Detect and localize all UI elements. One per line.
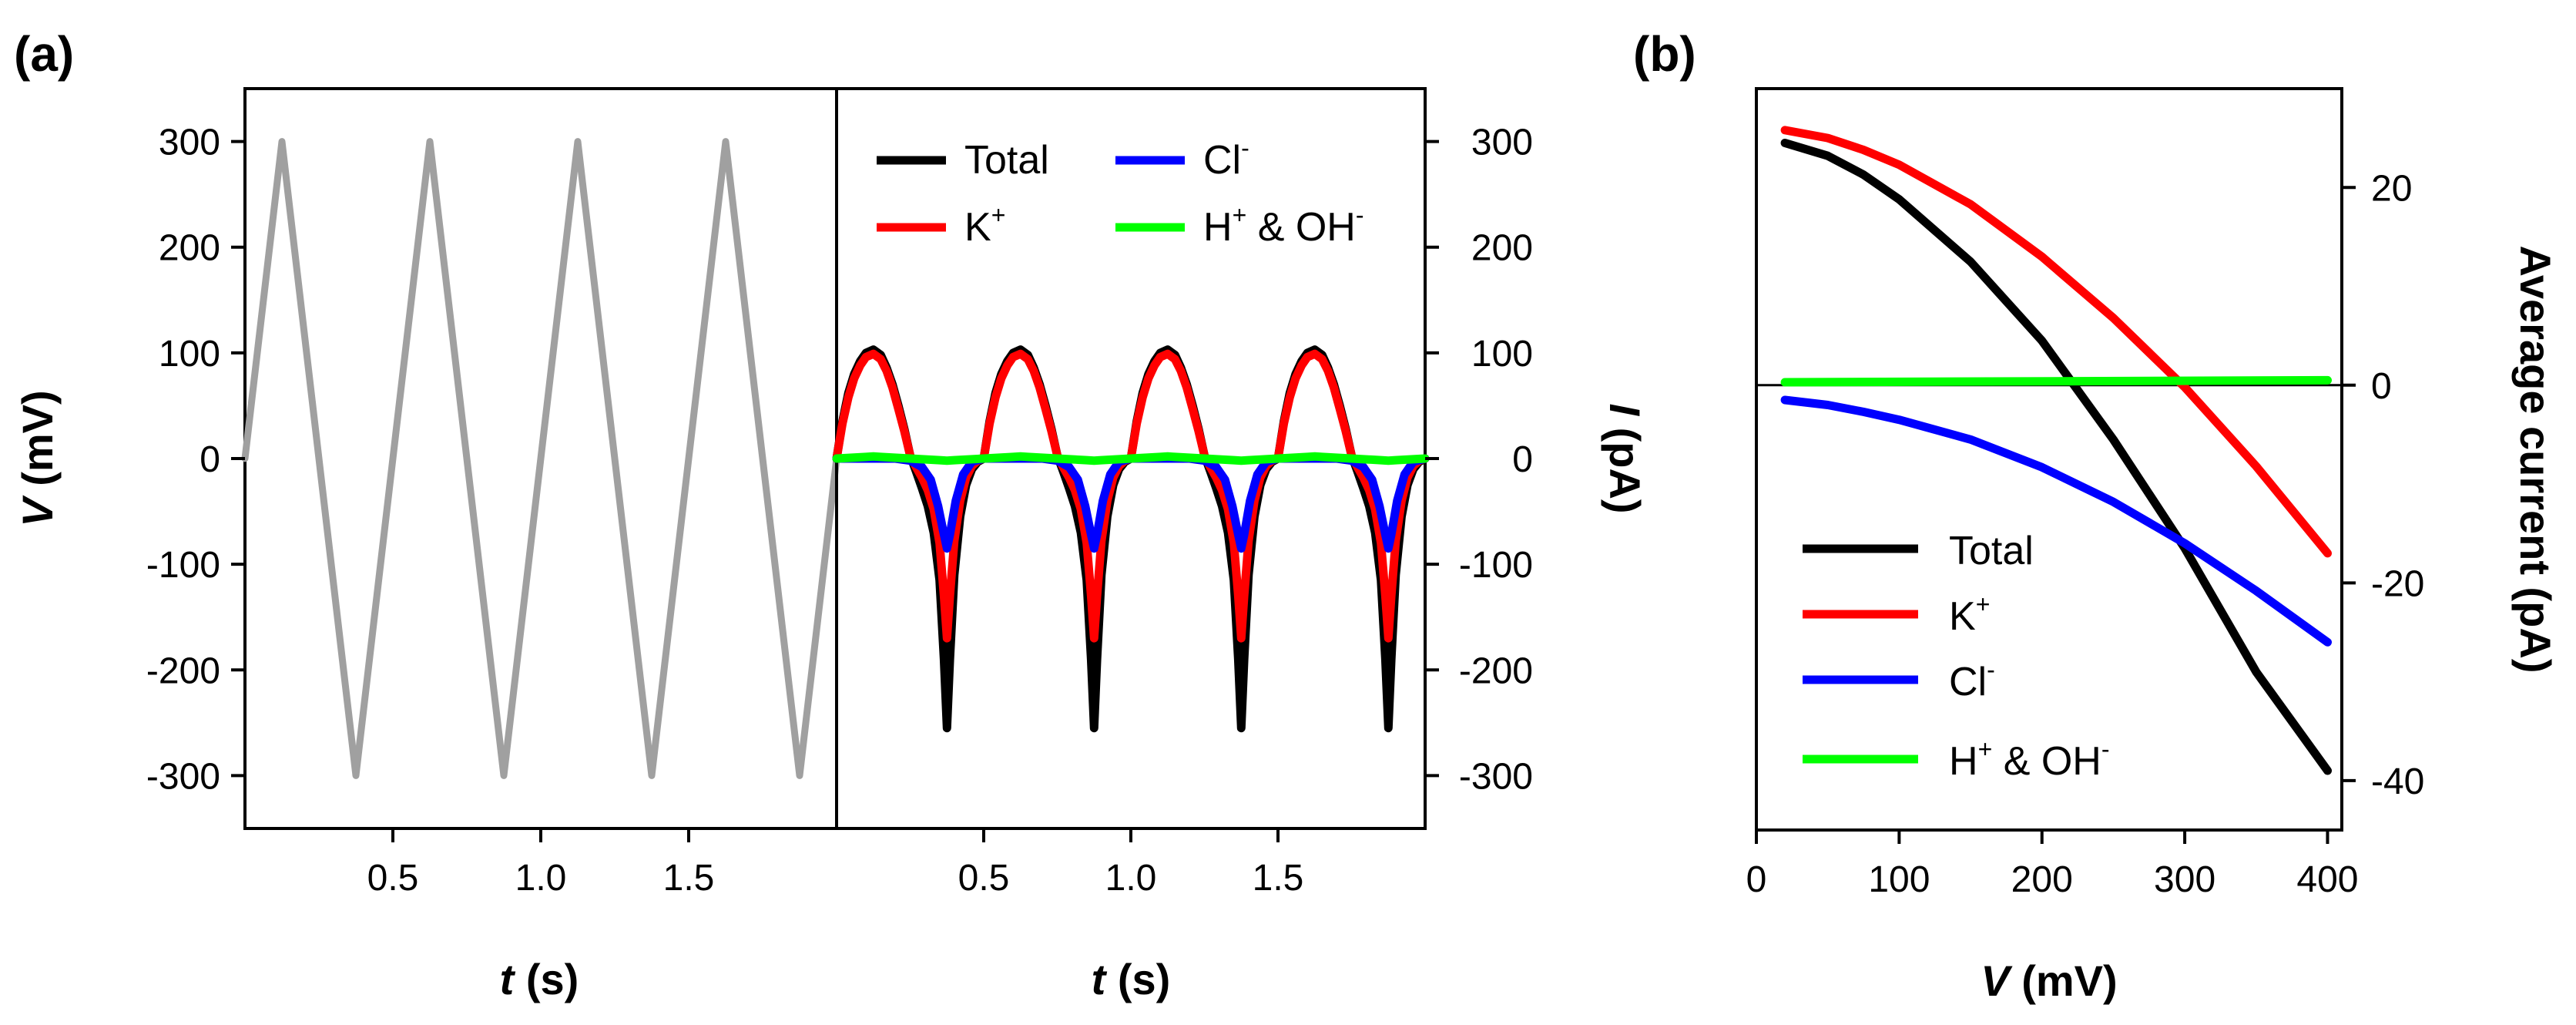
- panel-a-current-plot: 300 200 100 0 -100 -200 -300 0.5 1.0 1.5 t (s) I…: [832, 87, 1649, 1003]
- y-tick-label: 0: [1512, 439, 1533, 480]
- legend: Total K+ Cl- H+ & OH-: [1803, 529, 2109, 784]
- legend-label: Cl-: [1949, 656, 1995, 704]
- series-line-total: [1780, 139, 2332, 775]
- legend-label: Total: [964, 138, 1049, 183]
- y-tick-label: -200: [146, 650, 220, 691]
- legend: Total K+ Cl- H+ & OH-: [877, 134, 1363, 250]
- legend-item-total: Total: [1803, 529, 2034, 573]
- y-tick-label: -20: [2371, 563, 2424, 604]
- x-tick-label: 400: [2296, 859, 2358, 900]
- x-tick-label: 0: [1746, 859, 1767, 900]
- legend-item-hoh: H+ & OH-: [1115, 201, 1363, 250]
- legend-item-k: K+: [877, 201, 1005, 250]
- legend-item-hoh: H+ & OH-: [1803, 735, 2109, 784]
- y-tick-label: 100: [159, 334, 220, 375]
- x-tick-label: 1.0: [515, 858, 567, 899]
- legend-item-total: Total: [877, 138, 1049, 183]
- x-tick-label: 100: [1868, 859, 1930, 900]
- series-line-k: [1780, 126, 2332, 558]
- y-axis-title: I (pA): [1601, 403, 1649, 513]
- y-tick-label: -100: [1459, 545, 1533, 586]
- y-tick-label: 200: [1471, 228, 1533, 269]
- x-tick-label: 1.5: [663, 858, 715, 899]
- legend-label: H+ & OH-: [1949, 735, 2109, 784]
- x-tick-label: 300: [2154, 859, 2215, 900]
- series-line-cl: [1780, 395, 2332, 647]
- legend-label: H+ & OH-: [1203, 201, 1363, 250]
- x-tick-label: 1.5: [1253, 858, 1304, 899]
- x-axis-title: V (mV): [1981, 956, 2117, 1005]
- panel-a-tag: (a): [14, 26, 74, 82]
- legend-item-cl: Cl-: [1803, 656, 1995, 704]
- y-tick-label: 0: [200, 439, 220, 480]
- legend-item-cl: Cl-: [1115, 134, 1249, 183]
- y-tick-label: -300: [146, 756, 220, 797]
- y-tick-label: 100: [1471, 334, 1533, 375]
- x-tick-label: 0.5: [958, 858, 1010, 899]
- y-tick-label: 0: [2371, 366, 2392, 407]
- x-axis-title: t (s): [1092, 955, 1171, 1003]
- x-axis-title: t (s): [500, 955, 579, 1003]
- legend-label: K+: [1949, 590, 1990, 639]
- series-line-v: [241, 138, 840, 779]
- panel-b-tag: (b): [1633, 26, 1696, 82]
- legend-label: Total: [1949, 529, 2034, 573]
- series-line-h-oh: [832, 452, 1430, 465]
- legend-label: Cl-: [1203, 134, 1249, 183]
- y-axis-title: Average current (pA): [2511, 246, 2560, 674]
- y-tick-label: -100: [146, 545, 220, 586]
- x-tick-label: 0.5: [367, 858, 419, 899]
- series-line-h-oh: [1780, 375, 2332, 387]
- y-tick-label: -200: [1459, 650, 1533, 691]
- legend-item-k: K+: [1803, 590, 1990, 639]
- y-tick-label: -300: [1459, 756, 1533, 797]
- plot-frame: [1755, 87, 2343, 832]
- y-tick-label: 200: [159, 228, 220, 269]
- panel-b-average-current-plot: 200-20-40 0 100 200 300 400 V (mV) Average c…: [1746, 87, 2560, 1005]
- y-tick-label: -40: [2371, 761, 2424, 802]
- panel-a-voltage-plot: 300 200 100 0 -100 -200 -300 0.5 1.0 1.5 t (s) V…: [13, 87, 840, 1003]
- y-tick-label: 20: [2371, 168, 2412, 209]
- x-tick-label: 1.0: [1105, 858, 1157, 899]
- y-axis-title: V (mV): [13, 390, 62, 526]
- legend-label: K+: [964, 201, 1005, 250]
- y-tick-label: 300: [159, 123, 220, 163]
- y-tick-label: 300: [1471, 123, 1533, 163]
- x-tick-label: 200: [2011, 859, 2073, 900]
